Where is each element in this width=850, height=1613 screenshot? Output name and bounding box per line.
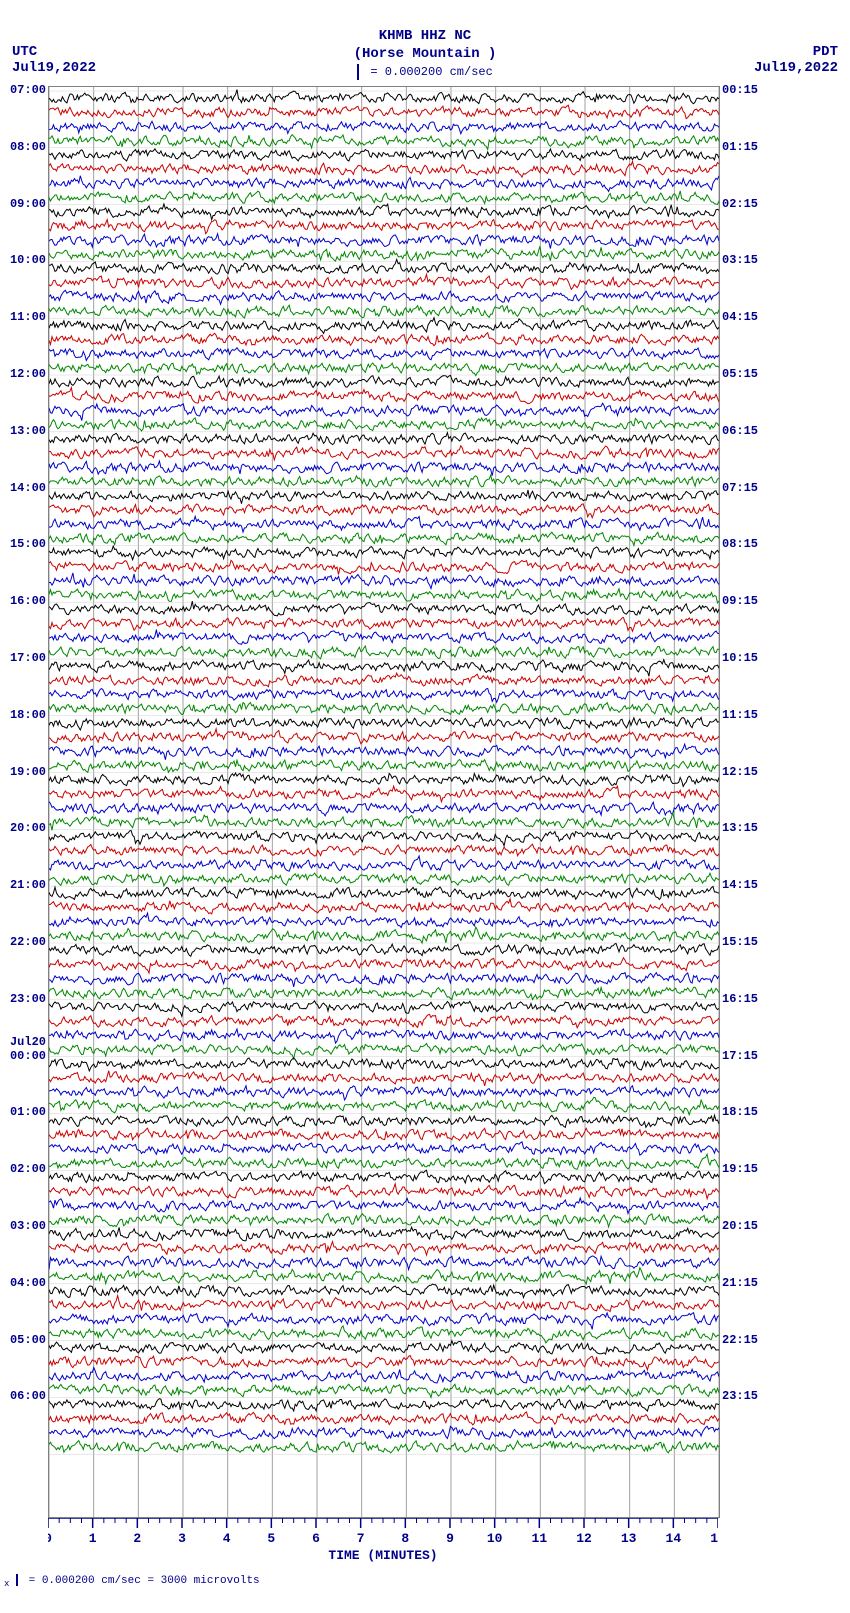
right-hour-label: 15:15	[722, 935, 782, 949]
left-hour-label: 04:00	[2, 1276, 46, 1290]
day-break-label: Jul20	[2, 1035, 46, 1049]
right-hour-label: 06:15	[722, 424, 782, 438]
svg-text:8: 8	[401, 1531, 409, 1546]
svg-text:13: 13	[621, 1531, 637, 1546]
scale-legend: = 0.000200 cm/sec	[0, 64, 850, 80]
right-hour-label: 17:15	[722, 1049, 782, 1063]
left-hour-label: 03:00	[2, 1219, 46, 1233]
left-hour-label: 15:00	[2, 537, 46, 551]
right-hour-label: 03:15	[722, 253, 782, 267]
right-hour-label: 16:15	[722, 992, 782, 1006]
x-axis-ticks: 0123456789101112131415	[48, 1518, 718, 1548]
left-hour-label: 11:00	[2, 310, 46, 324]
right-hour-label: 14:15	[722, 878, 782, 892]
left-hour-label: 06:00	[2, 1389, 46, 1403]
right-hour-label: 21:15	[722, 1276, 782, 1290]
footer-scale-bar-icon	[16, 1574, 18, 1586]
left-hour-label: 10:00	[2, 253, 46, 267]
left-hour-label: 20:00	[2, 821, 46, 835]
left-hour-label: 22:00	[2, 935, 46, 949]
right-hour-label: 09:15	[722, 594, 782, 608]
svg-text:5: 5	[267, 1531, 275, 1546]
left-hour-label: 09:00	[2, 197, 46, 211]
right-hour-label: 20:15	[722, 1219, 782, 1233]
right-hour-label: 18:15	[722, 1105, 782, 1119]
svg-text:0: 0	[48, 1531, 52, 1546]
svg-text:3: 3	[178, 1531, 186, 1546]
svg-text:14: 14	[666, 1531, 682, 1546]
right-hour-label: 11:15	[722, 708, 782, 722]
x-axis: 0123456789101112131415 TIME (MINUTES)	[48, 1518, 718, 1578]
right-hour-label: 19:15	[722, 1162, 782, 1176]
left-hour-label: 05:00	[2, 1333, 46, 1347]
left-hour-label: 08:00	[2, 140, 46, 154]
left-hour-label: 07:00	[2, 83, 46, 97]
right-hour-label: 07:15	[722, 481, 782, 495]
right-hour-label: 01:15	[722, 140, 782, 154]
right-hour-label: 22:15	[722, 1333, 782, 1347]
left-hour-label: 19:00	[2, 765, 46, 779]
scale-bar-icon	[357, 64, 359, 80]
x-axis-label: TIME (MINUTES)	[48, 1548, 718, 1563]
svg-text:7: 7	[357, 1531, 365, 1546]
left-hour-label: 21:00	[2, 878, 46, 892]
left-hour-label: 17:00	[2, 651, 46, 665]
seismogram-plot	[48, 86, 720, 1518]
seismogram-container: UTC Jul19,2022 PDT Jul19,2022 KHMB HHZ N…	[0, 0, 850, 1613]
right-hour-label: 23:15	[722, 1389, 782, 1403]
right-hour-label: 10:15	[722, 651, 782, 665]
svg-text:4: 4	[223, 1531, 231, 1546]
svg-text:15: 15	[710, 1531, 718, 1546]
right-hour-label: 08:15	[722, 537, 782, 551]
svg-text:11: 11	[532, 1531, 548, 1546]
scale-text: = 0.000200 cm/sec	[370, 65, 492, 79]
left-hour-label: 14:00	[2, 481, 46, 495]
right-hour-label: 04:15	[722, 310, 782, 324]
footer-text: = 0.000200 cm/sec = 3000 microvolts	[29, 1575, 260, 1587]
footer-scale: x = 0.000200 cm/sec = 3000 microvolts	[4, 1574, 260, 1589]
right-hour-label: 13:15	[722, 821, 782, 835]
left-hour-label: 02:00	[2, 1162, 46, 1176]
left-hour-label: 00:00	[2, 1049, 46, 1063]
right-hour-label: 02:15	[722, 197, 782, 211]
left-hour-label: 12:00	[2, 367, 46, 381]
left-hour-label: 16:00	[2, 594, 46, 608]
svg-text:12: 12	[576, 1531, 592, 1546]
right-hour-label: 12:15	[722, 765, 782, 779]
right-hour-label: 05:15	[722, 367, 782, 381]
svg-text:2: 2	[133, 1531, 141, 1546]
left-hour-label: 23:00	[2, 992, 46, 1006]
svg-text:6: 6	[312, 1531, 320, 1546]
right-hour-label: 00:15	[722, 83, 782, 97]
svg-text:9: 9	[446, 1531, 454, 1546]
station-location: (Horse Mountain )	[0, 46, 850, 62]
svg-text:10: 10	[487, 1531, 503, 1546]
left-hour-label: 13:00	[2, 424, 46, 438]
left-hour-label: 18:00	[2, 708, 46, 722]
station-title: KHMB HHZ NC	[0, 28, 850, 44]
svg-text:1: 1	[89, 1531, 97, 1546]
left-hour-label: 01:00	[2, 1105, 46, 1119]
